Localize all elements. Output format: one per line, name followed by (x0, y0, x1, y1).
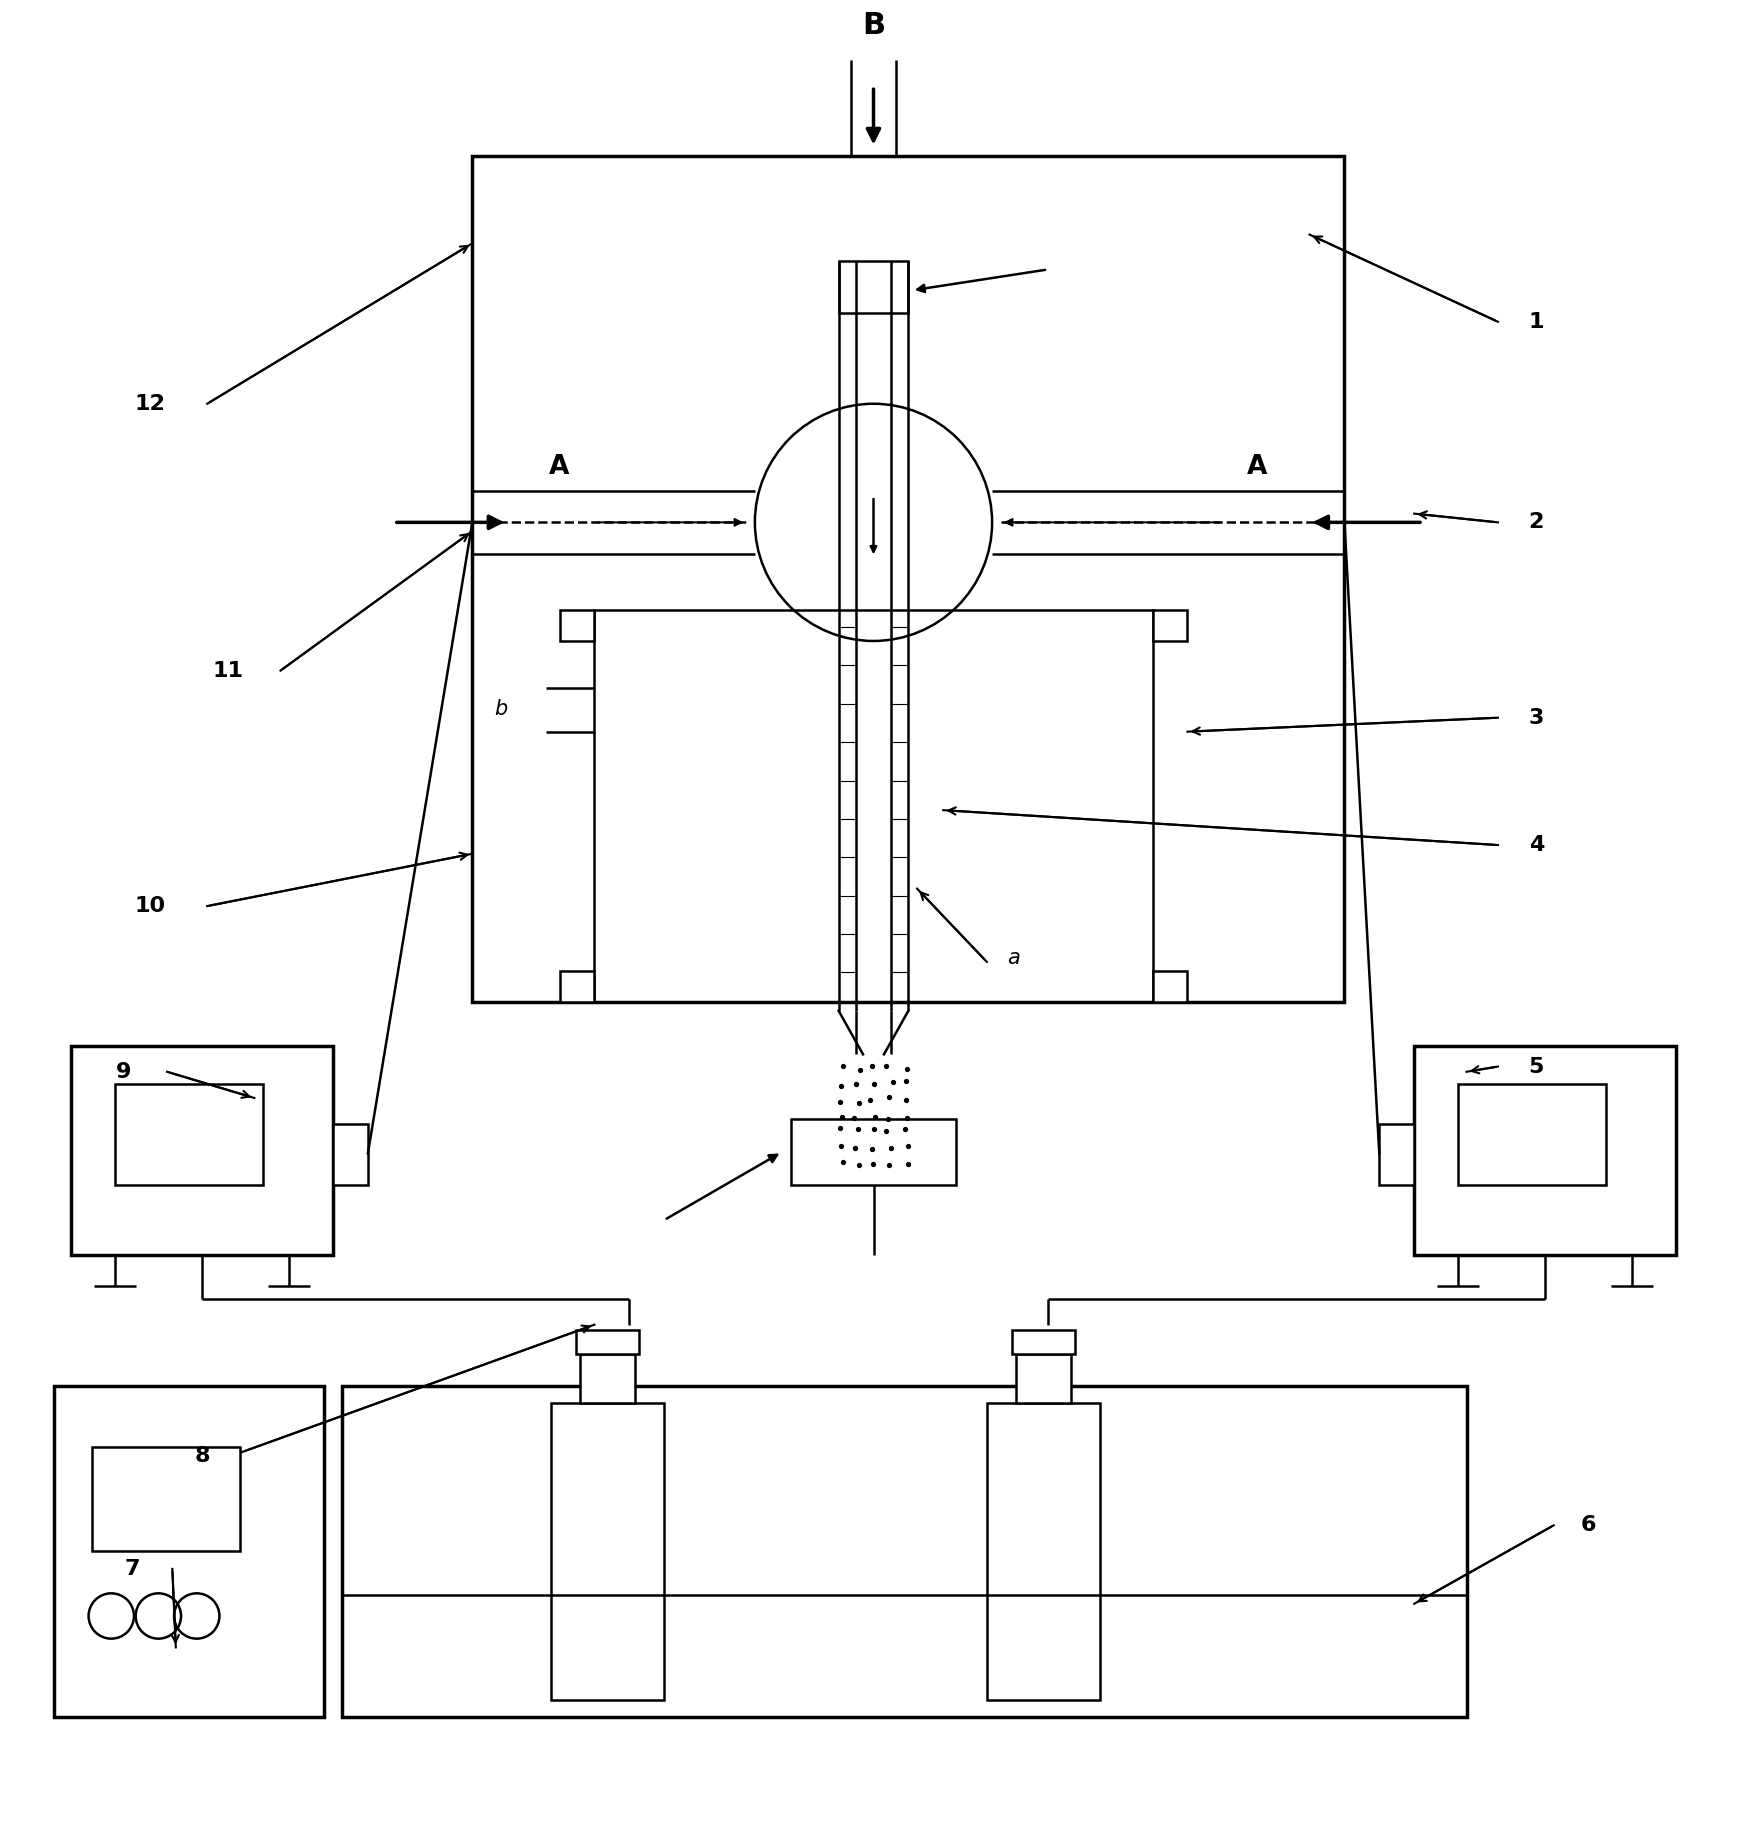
Text: 4: 4 (1529, 834, 1544, 855)
Bar (1012, 1329, 1074, 1355)
Bar (1380, 1124, 1415, 1185)
Bar (341, 1386, 1466, 1717)
Bar (559, 609, 594, 641)
Bar (559, 971, 594, 1002)
Bar (115, 1084, 264, 1185)
Text: 12: 12 (135, 393, 164, 414)
Text: 3: 3 (1529, 707, 1544, 727)
Text: 11: 11 (213, 661, 243, 681)
Text: 10: 10 (135, 895, 166, 916)
Bar (791, 1119, 956, 1185)
Bar (1015, 1355, 1071, 1403)
Bar (1457, 1084, 1605, 1185)
Bar (1153, 971, 1188, 1002)
Bar (577, 1329, 639, 1355)
Text: 7: 7 (124, 1558, 140, 1578)
Text: a: a (1006, 949, 1020, 969)
Text: b: b (494, 700, 507, 718)
Text: 8: 8 (194, 1445, 210, 1466)
Text: A: A (549, 454, 570, 480)
Text: 5: 5 (1529, 1056, 1544, 1076)
Bar (472, 157, 1345, 1002)
Text: B: B (861, 11, 886, 41)
Bar (550, 1403, 664, 1700)
Bar (93, 1447, 241, 1551)
Bar (594, 609, 1153, 1002)
Bar (580, 1355, 636, 1403)
Text: 9: 9 (115, 1061, 131, 1082)
Text: 6: 6 (1581, 1516, 1597, 1536)
Bar (72, 1045, 332, 1255)
Bar (1415, 1045, 1675, 1255)
Bar (54, 1386, 325, 1717)
Bar (1153, 609, 1188, 641)
Bar (332, 1124, 367, 1185)
Text: A: A (1247, 454, 1267, 480)
Text: 1: 1 (1529, 312, 1544, 332)
Bar (839, 260, 908, 314)
Bar (987, 1403, 1101, 1700)
Text: 2: 2 (1529, 513, 1544, 532)
